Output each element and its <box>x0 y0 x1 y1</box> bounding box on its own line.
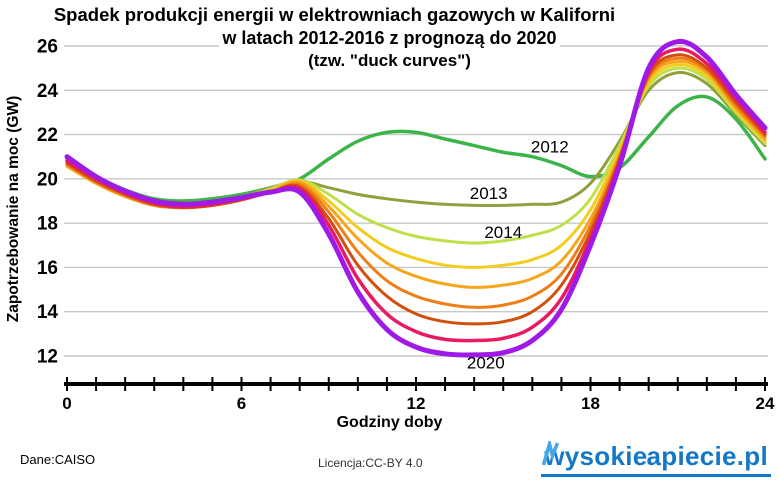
x-axis-title: Godziny doby <box>336 414 443 431</box>
y-tick-label: 20 <box>37 169 58 190</box>
x-tick-label: 6 <box>237 394 246 413</box>
y-tick-label: 18 <box>37 214 58 235</box>
x-tick-label: 18 <box>581 394 600 413</box>
x-tick-label: 0 <box>62 394 71 413</box>
series-line-2014 <box>65 66 767 245</box>
data-source-label: Dane:CAISO <box>20 452 96 467</box>
year-label-2020: 2020 <box>467 354 505 373</box>
year-label-2014: 2014 <box>484 223 522 242</box>
y-tick-label: 22 <box>37 125 58 146</box>
y-tick-label: 26 <box>37 36 58 57</box>
duck-curve-chart: 12 14 16 18 20 22 24 26 0 6 12 18 24 2012 2013 2014 2020 <box>37 36 775 413</box>
site-logo-text-prefix: wysokie <box>544 441 648 471</box>
series-line-2013 <box>65 70 767 208</box>
y-tick-label: 16 <box>37 258 58 279</box>
x-tick-label: 12 <box>407 394 426 413</box>
figure-title-line-3: (tzw. "duck curves") <box>305 51 474 71</box>
y-tick-label: 24 <box>37 81 59 102</box>
y-tick-label: 12 <box>37 347 58 368</box>
site-logo[interactable]: wysokie apiecie.pl <box>541 441 771 477</box>
series-line-2012 <box>65 94 767 203</box>
x-tick-label: 24 <box>756 394 775 413</box>
year-label-2012: 2012 <box>531 138 569 157</box>
figure-title: Spadek produkcji energii w elektrowniach… <box>0 3 779 73</box>
y-tick-label: 14 <box>37 302 59 323</box>
figure-title-line-1: Spadek produkcji energii w elektrowniach… <box>50 4 619 25</box>
series-line-2016 <box>65 59 767 289</box>
series-line-2017 <box>65 56 767 309</box>
series-line-2018 <box>65 53 767 326</box>
year-label-2013: 2013 <box>470 184 508 203</box>
site-logo-text-suffix: apiecie.pl <box>646 441 768 471</box>
figure-title-line-2: w latach 2012-2016 z prognozą do 2020 <box>219 28 560 49</box>
license-label: Licencja:CC-BY 4.0 <box>318 456 423 470</box>
series-line-2020 <box>64 38 768 358</box>
y-axis-title: Zapotrzebowanie na moc (GW) <box>5 95 22 323</box>
